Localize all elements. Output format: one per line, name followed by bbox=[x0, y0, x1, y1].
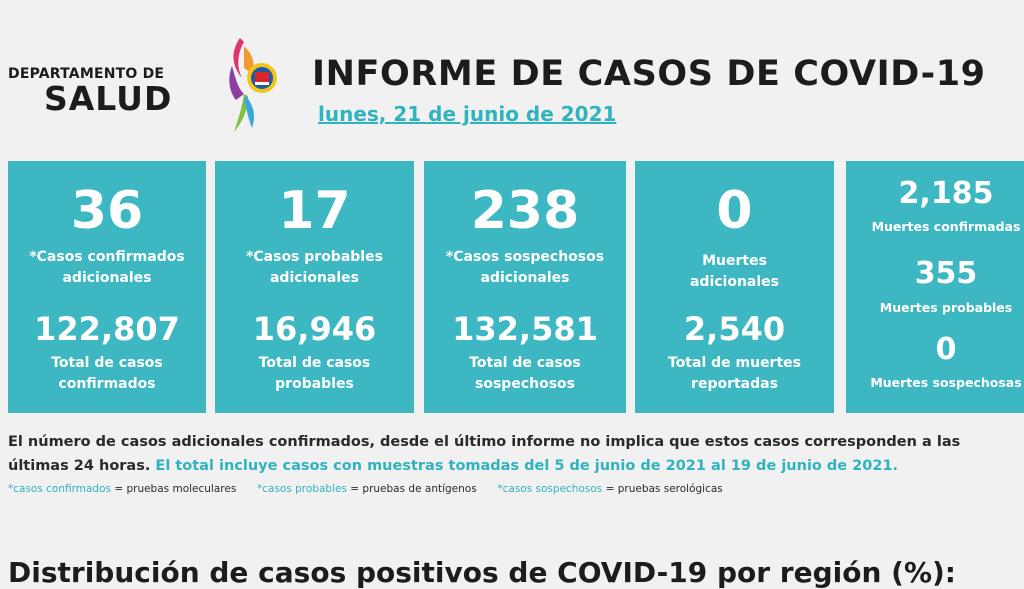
card-total-value: 2,540 bbox=[683, 310, 786, 348]
card-total-value: 16,946 bbox=[252, 310, 377, 348]
card-total-value: 122,807 bbox=[34, 310, 180, 348]
card-additional-label: *Casos confirmados adicionales bbox=[29, 249, 185, 286]
probable-deaths-value: 355 bbox=[914, 256, 978, 291]
legend: *casos confirmados = pruebas moleculares… bbox=[8, 483, 723, 495]
card-additional-value: 36 bbox=[70, 181, 144, 241]
legend-def: = pruebas moleculares bbox=[114, 483, 237, 495]
department-line2: SALUD bbox=[44, 79, 173, 118]
probable-deaths-label: Muertes probables bbox=[879, 300, 1013, 315]
card-additional-label: Muertes adicionales bbox=[689, 253, 780, 290]
suspected-deaths-label: Muertes sospechosas bbox=[870, 375, 1022, 390]
department-logo-text: DEPARTAMENTO DE SALUD bbox=[8, 66, 188, 116]
card-additional-label: *Casos sospechosos adicionales bbox=[445, 249, 605, 286]
card-total-value: 132,581 bbox=[452, 310, 598, 348]
card-total-label: Total de casos probables bbox=[258, 355, 371, 392]
probable-cases-card: 17 *Casos probables adicionales 16,946 To… bbox=[215, 161, 414, 413]
date-range-text: El total incluye casos con muestras toma… bbox=[155, 458, 899, 474]
card-total-label: Total de casos sospechosos bbox=[469, 355, 581, 392]
card-additional-value: 238 bbox=[470, 181, 580, 241]
suspected-cases-card: 238 *Casos sospechosos adicionales 132,58… bbox=[424, 161, 626, 413]
confirmed-cases-card: 36 *Casos confirmados adicionales 122,807… bbox=[8, 161, 206, 413]
card-additional-label: *Casos probables adicionales bbox=[246, 249, 383, 286]
health-department-logo-icon bbox=[229, 38, 277, 132]
legend-def: = pruebas de antígenos bbox=[350, 483, 477, 495]
legend-def: = pruebas serológicas bbox=[605, 483, 723, 495]
legend-term: *casos confirmados bbox=[8, 483, 111, 495]
section-title: Distribución de casos positivos de COVID… bbox=[8, 556, 957, 589]
card-additional-value: 0 bbox=[716, 181, 753, 241]
disclaimer-text: El número de casos adicionales confirmad… bbox=[8, 434, 961, 474]
report-date: lunes, 21 de junio de 2021 bbox=[318, 102, 617, 126]
card-total-label: Total de muertes reportadas bbox=[668, 355, 801, 392]
department-line1: DEPARTAMENTO DE bbox=[8, 66, 165, 82]
deaths-breakdown-card: 2,185 Muertes confirmadas 355 Muertes pr… bbox=[846, 161, 1024, 413]
deaths-card: 0 Muertes adicionales 2,540 Total de muer… bbox=[635, 161, 834, 413]
confirmed-deaths-value: 2,185 bbox=[898, 176, 994, 211]
card-total-label: Total de casos confirmados bbox=[51, 355, 163, 392]
card-additional-value: 17 bbox=[278, 181, 351, 241]
confirmed-deaths-label: Muertes confirmadas bbox=[871, 219, 1021, 234]
legend-term: *casos probables bbox=[256, 483, 347, 495]
report-title: INFORME DE CASOS DE COVID-19 bbox=[312, 54, 986, 94]
suspected-deaths-value: 0 bbox=[935, 332, 957, 367]
disclaimer-note: El número de casos adicionales confirmad… bbox=[8, 430, 1018, 478]
legend-term: *casos sospechosos bbox=[497, 483, 603, 495]
